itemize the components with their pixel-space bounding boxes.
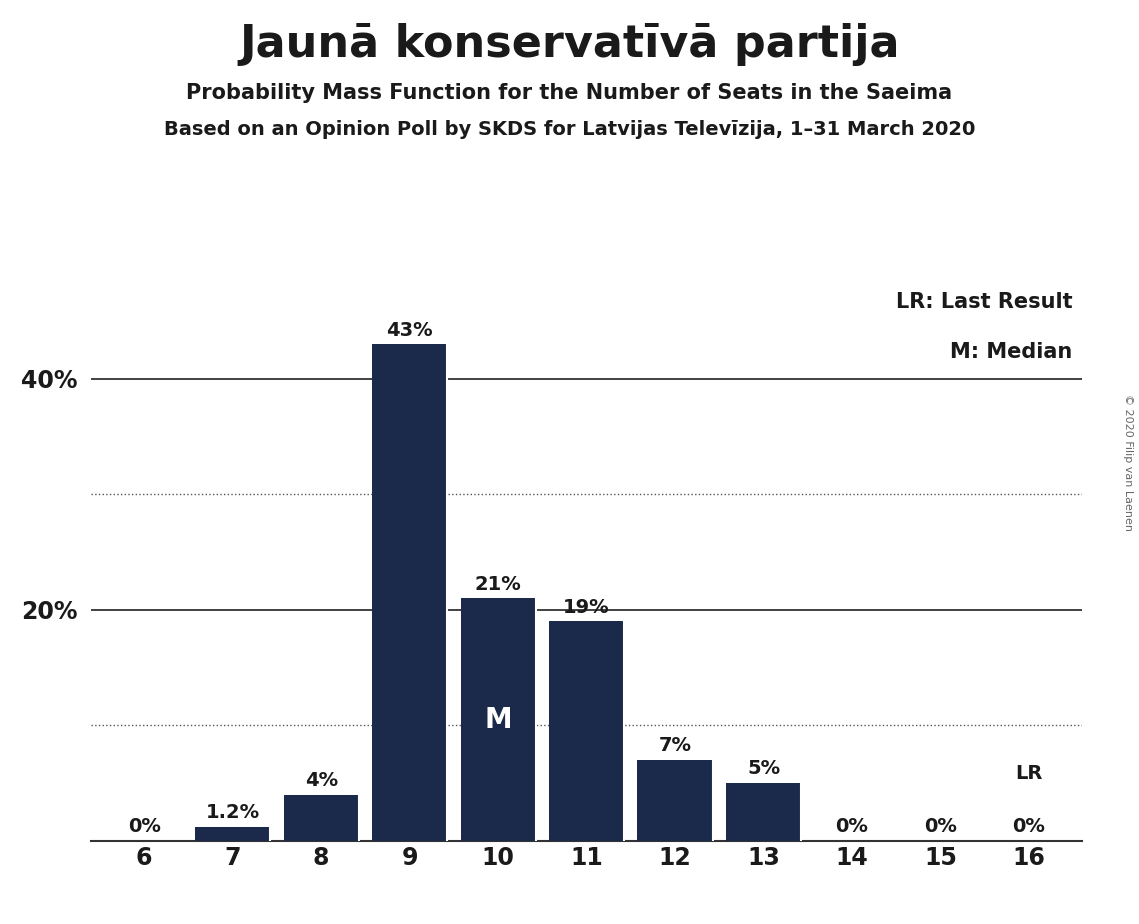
Text: 0%: 0%: [924, 817, 957, 836]
Bar: [284, 795, 359, 841]
Bar: [195, 827, 270, 841]
Text: 21%: 21%: [475, 575, 522, 594]
Text: 4%: 4%: [304, 771, 338, 790]
Bar: [726, 784, 801, 841]
Text: LR: LR: [1015, 764, 1042, 784]
Text: Probability Mass Function for the Number of Seats in the Saeima: Probability Mass Function for the Number…: [187, 83, 952, 103]
Text: 0%: 0%: [1013, 817, 1046, 836]
Bar: [549, 621, 624, 841]
Bar: [460, 599, 535, 841]
Text: Jaunā konservatīvā partija: Jaunā konservatīvā partija: [239, 23, 900, 67]
Bar: [638, 760, 713, 841]
Text: 5%: 5%: [747, 760, 780, 778]
Text: © 2020 Filip van Laenen: © 2020 Filip van Laenen: [1123, 394, 1133, 530]
Text: 43%: 43%: [386, 321, 433, 340]
Text: 7%: 7%: [658, 736, 691, 756]
Text: M: M: [484, 706, 511, 734]
Text: LR: Last Result: LR: Last Result: [895, 292, 1072, 312]
Text: 0%: 0%: [128, 817, 161, 836]
Text: 1.2%: 1.2%: [206, 803, 260, 822]
Text: Based on an Opinion Poll by SKDS for Latvijas Televīzija, 1–31 March 2020: Based on an Opinion Poll by SKDS for Lat…: [164, 120, 975, 140]
Text: M: Median: M: Median: [950, 342, 1072, 362]
Text: 0%: 0%: [836, 817, 868, 836]
Text: 19%: 19%: [564, 598, 609, 617]
Bar: [372, 345, 448, 841]
